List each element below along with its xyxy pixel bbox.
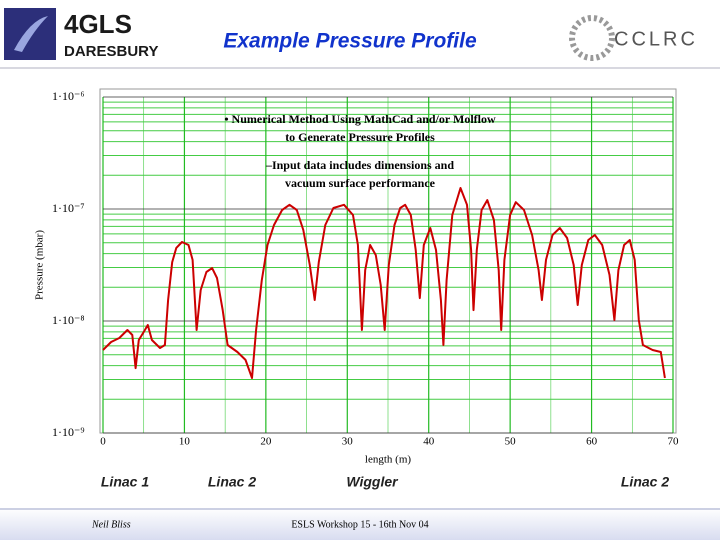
y-tick-label: 1·10⁻⁶ xyxy=(52,89,85,103)
x-tick-label: 30 xyxy=(342,436,354,448)
section-label: Linac 2 xyxy=(208,474,256,490)
y-tick-label: 1·10⁻⁹ xyxy=(52,425,85,439)
section-label: Wiggler xyxy=(346,474,399,490)
x-tick-label: 70 xyxy=(668,436,680,448)
logo-text: DARESBURY xyxy=(64,43,158,60)
annotation: • Numerical Method Using MathCad and/or … xyxy=(224,112,496,144)
x-tick-label: 20 xyxy=(260,436,272,448)
y-axis-label: Pressure (mbar) xyxy=(34,230,46,300)
logo-swoosh xyxy=(14,16,48,52)
section-label: Linac 1 xyxy=(101,474,149,490)
footer-event: ESLS Workshop 15 - 16th Nov 04 xyxy=(291,519,428,530)
logo-sphere xyxy=(569,15,615,61)
annotation: –Input data includes dimensions and vacuu… xyxy=(265,158,454,190)
logo-text: CCLRC xyxy=(614,28,698,50)
footer-band xyxy=(0,508,720,540)
x-tick-label: 50 xyxy=(505,436,517,448)
y-tick-label: 1·10⁻⁸ xyxy=(52,313,85,327)
x-tick-label: 0 xyxy=(100,436,106,448)
y-tick-label: 1·10⁻⁷ xyxy=(52,201,85,215)
x-tick-label: 60 xyxy=(586,436,598,448)
plot: 0 10 20 30 40 50 60 70 1·10⁻⁹ 1·10⁻⁸ 1·10⁻⁷ 1·10⁻⁶ l… xyxy=(34,88,680,466)
chart-title: Example Pressure Profile xyxy=(223,30,477,53)
x-tick-label: 10 xyxy=(179,436,191,448)
line-series xyxy=(102,187,666,379)
footer-author: Neil Bliss xyxy=(91,519,131,530)
x-tick-label: 40 xyxy=(423,436,435,448)
logo-text: 4GLS xyxy=(64,9,132,39)
x-axis-label: length (m) xyxy=(365,454,411,466)
section-label: Linac 2 xyxy=(621,474,669,490)
